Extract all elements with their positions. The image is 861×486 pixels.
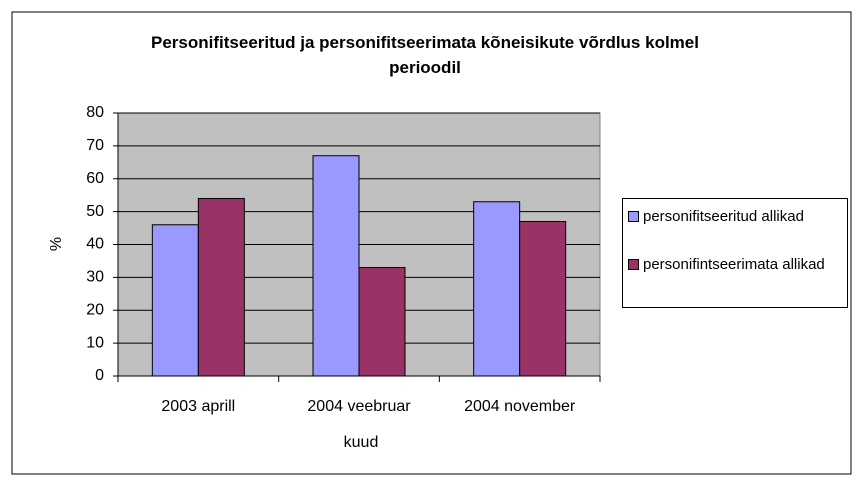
legend-swatch [628, 211, 639, 222]
y-tick-label: 80 [86, 104, 104, 121]
legend-entry: personifitseeritud allikad [628, 207, 833, 226]
legend-label: personifintseerimata allikad [643, 256, 825, 273]
legend-swatch [628, 259, 639, 270]
y-tick-label: 30 [86, 269, 104, 286]
legend-entry: personifintseerimata allikad [628, 255, 833, 274]
x-tick-label: 2004 november [464, 398, 576, 415]
y-tick-label: 40 [86, 236, 104, 253]
legend-label: personifitseeritud allikad [643, 208, 804, 225]
bar [312, 155, 360, 377]
y-tick-label: 50 [86, 203, 104, 220]
legend: personifitseeritud allikad personifintsee… [622, 198, 848, 308]
bar [197, 197, 245, 377]
x-tick-label: 2003 aprill [161, 398, 235, 415]
bar [358, 267, 406, 377]
bar [519, 220, 567, 377]
y-tick-label: 0 [95, 367, 104, 384]
bar [473, 201, 521, 377]
y-axis-label: % [48, 237, 65, 251]
chart-title: Personifitseeritud ja personifitseerimat… [151, 33, 699, 77]
x-tick-label: 2004 veebruar [307, 398, 411, 415]
y-tick-label: 70 [86, 137, 104, 154]
y-tick-label: 20 [86, 301, 104, 318]
x-axis-label: kuud [344, 434, 379, 451]
bar [151, 224, 199, 377]
y-tick-label: 60 [86, 170, 104, 187]
y-tick-label: 10 [86, 334, 104, 351]
